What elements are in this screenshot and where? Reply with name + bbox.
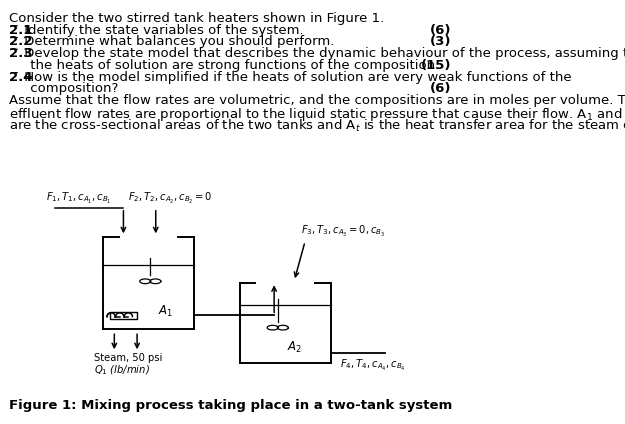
Text: (6): (6)	[430, 24, 451, 37]
Text: Identify the state variables of the system.: Identify the state variables of the syst…	[20, 24, 304, 37]
Text: 2.4: 2.4	[9, 70, 32, 84]
Text: 2.1: 2.1	[9, 24, 32, 37]
Text: $F_3, T_3, c_{A_3} = 0, c_{B_3}$: $F_3, T_3, c_{A_3} = 0, c_{B_3}$	[301, 224, 385, 239]
Text: Figure 1: Mixing process taking place in a two-tank system: Figure 1: Mixing process taking place in…	[9, 399, 452, 412]
Text: Assume that the flow rates are volumetric, and the compositions are in moles per: Assume that the flow rates are volumetri…	[9, 94, 625, 107]
Text: How is the model simplified if the heats of solution are very weak functions of : How is the model simplified if the heats…	[20, 70, 572, 84]
Text: 2.2: 2.2	[9, 36, 32, 48]
Text: Steam, 50 psi: Steam, 50 psi	[94, 354, 162, 363]
Text: $F_2, T_2, c_{A_2}, c_{B_2} = 0$: $F_2, T_2, c_{A_2}, c_{B_2} = 0$	[127, 191, 212, 206]
Text: effluent flow rates are proportional to the liquid static pressure that cause th: effluent flow rates are proportional to …	[9, 106, 625, 123]
Text: $A_2$: $A_2$	[287, 340, 302, 355]
Text: Consider the two stirred tank heaters shown in Figure 1.: Consider the two stirred tank heaters sh…	[9, 12, 384, 25]
Text: (15): (15)	[421, 59, 451, 72]
Text: 2.3: 2.3	[9, 47, 32, 60]
Text: Develop the state model that describes the dynamic behaviour of the process, ass: Develop the state model that describes t…	[20, 47, 625, 60]
Text: $F_1, T_1, c_{A_1}, c_{B_1}$: $F_1, T_1, c_{A_1}, c_{B_1}$	[46, 191, 112, 206]
Text: Determine what balances you should perform.: Determine what balances you should perfo…	[20, 36, 334, 48]
Text: the heats of solution are strong functions of the composition.: the heats of solution are strong functio…	[9, 59, 439, 72]
Text: (6): (6)	[430, 82, 451, 95]
Text: $F_4, T_4, c_{A_4}, c_{B_4}$: $F_4, T_4, c_{A_4}, c_{B_4}$	[340, 358, 406, 373]
FancyBboxPatch shape	[110, 312, 138, 319]
Text: $A_1$: $A_1$	[158, 304, 172, 319]
Text: $Q_1$ (lb/min): $Q_1$ (lb/min)	[94, 363, 150, 377]
Text: (3): (3)	[430, 36, 451, 48]
Text: composition?: composition?	[9, 82, 118, 95]
Text: are the cross-sectional areas of the two tanks and A$_t$ is the heat transfer ar: are the cross-sectional areas of the two…	[9, 117, 625, 134]
